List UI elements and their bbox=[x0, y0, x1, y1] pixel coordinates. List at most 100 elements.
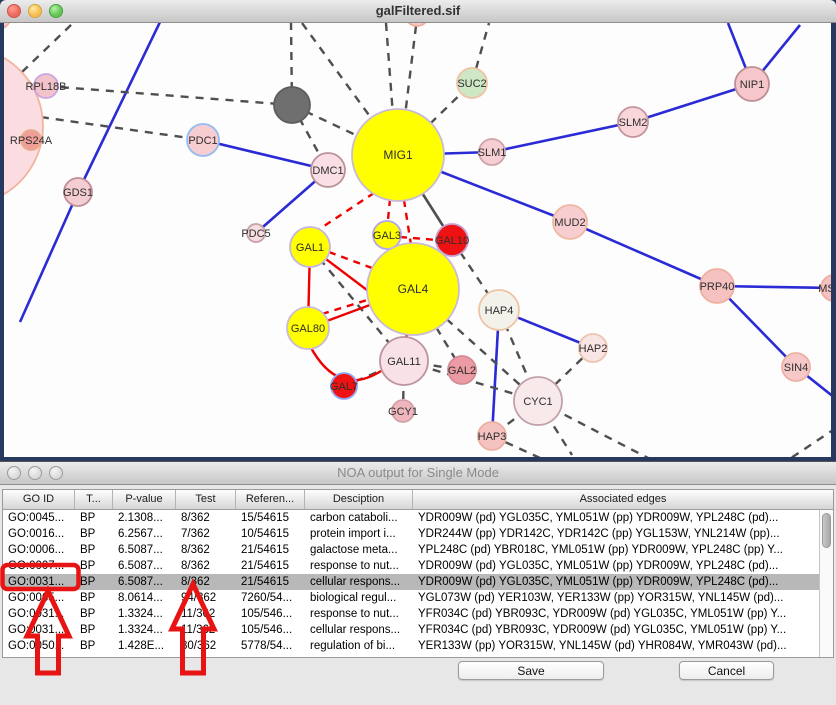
column-header[interactable]: P-value bbox=[113, 490, 176, 509]
node-SUC2[interactable] bbox=[456, 67, 488, 99]
table-row[interactable]: GO:0050... BP 1.428E... 80/362 5778/54... reg… bbox=[3, 638, 833, 654]
node-HAP3[interactable] bbox=[477, 421, 507, 451]
node-MIG1[interactable] bbox=[351, 108, 445, 202]
edge bbox=[716, 284, 831, 290]
table-body: GO:0045... BP 2.1308... 8/362 15/54615 carbon… bbox=[3, 510, 833, 654]
table-cell: GO:0045... bbox=[8, 512, 65, 524]
edge bbox=[21, 23, 73, 73]
table-cell: 11/362 bbox=[181, 608, 216, 620]
table-cell: YDR009W (pd) YGL035C, YML051W (pp) YDR00… bbox=[418, 576, 779, 588]
node-top-node[interactable] bbox=[405, 2, 429, 27]
column-header[interactable]: Associated edges bbox=[579, 493, 667, 505]
save-button[interactable]: Save bbox=[458, 661, 604, 680]
zoom-icon[interactable] bbox=[49, 466, 63, 480]
window-title: NOA output for Single Mode bbox=[337, 465, 499, 480]
node-RPS24A[interactable] bbox=[20, 129, 42, 151]
node-GAL11[interactable] bbox=[379, 336, 429, 386]
table-row[interactable]: GO:0031... BP 1.3324... 11/362 105/546... res… bbox=[3, 606, 833, 622]
table-cell: 7/362 bbox=[181, 528, 210, 540]
network-titlebar[interactable]: galFiltered.sif bbox=[0, 0, 836, 23]
table-cell: 105/546... bbox=[241, 608, 293, 620]
node-PDC1[interactable] bbox=[186, 123, 220, 157]
node-GCY1[interactable] bbox=[391, 399, 415, 423]
node-RPL18B[interactable] bbox=[33, 73, 59, 99]
node-CYC1[interactable] bbox=[513, 376, 563, 426]
node-MUD2[interactable] bbox=[552, 204, 588, 240]
network-window: galFiltered.sif RPL18B RPS24A GDS1 PDC1 PDC5… bbox=[0, 0, 836, 461]
node-SIN4[interactable] bbox=[781, 352, 811, 382]
column-header[interactable]: T... bbox=[75, 490, 113, 509]
table-cell: YER133W (pp) YOR315W, YNL145W (pd) YHR08… bbox=[418, 640, 787, 652]
table-cell: GO:0050... bbox=[8, 640, 65, 652]
table-cell: YPL248C (pd) YBR018C, YML051W (pp) YDR00… bbox=[418, 544, 784, 556]
edge bbox=[790, 429, 831, 457]
node-DMC1[interactable] bbox=[310, 152, 346, 188]
table-cell: 6.5087... bbox=[118, 560, 163, 572]
table-cell: BP bbox=[80, 640, 96, 652]
node-GAL80[interactable] bbox=[286, 306, 330, 350]
node-HAP2[interactable] bbox=[578, 333, 608, 363]
node-corner-node[interactable] bbox=[0, 3, 11, 29]
table-cell: response to nut... bbox=[310, 608, 399, 620]
table-cell: BP bbox=[80, 576, 96, 588]
table-cell: GO:0031... bbox=[8, 608, 65, 620]
edge bbox=[412, 288, 539, 402]
table-row[interactable]: GO:0016... BP 6.2567... 7/362 10/54615 protei… bbox=[3, 526, 833, 542]
table-cell: 5778/54... bbox=[241, 640, 293, 652]
node-dark-node[interactable] bbox=[273, 86, 311, 124]
node-PRP40[interactable] bbox=[699, 268, 735, 304]
node-SLM1[interactable] bbox=[478, 138, 506, 166]
table-row[interactable]: GO:0031... BP 1.3324... 11/362 105/546... cel… bbox=[3, 622, 833, 638]
node-GAL4[interactable] bbox=[366, 242, 460, 336]
cancel-button[interactable]: Cancel bbox=[679, 661, 774, 680]
column-header[interactable]: Desciption bbox=[305, 490, 413, 509]
table-cell: BP bbox=[80, 560, 96, 572]
vertical-scrollbar[interactable] bbox=[819, 510, 833, 657]
noa-titlebar[interactable]: NOA output for Single Mode bbox=[0, 462, 836, 485]
node-big-left-node[interactable] bbox=[0, 47, 44, 205]
table-cell: YDR009W (pd) YGL035C, YML051W (pp) YDR00… bbox=[418, 560, 779, 572]
minimize-icon[interactable] bbox=[28, 466, 42, 480]
edge bbox=[45, 84, 293, 107]
table-cell: 105/546... bbox=[241, 624, 293, 636]
table-cell: YGL073W (pd) YER103W, YER133W (pp) YOR31… bbox=[418, 592, 784, 604]
table-cell: GO:0065... bbox=[8, 592, 65, 604]
table-cell: cellular respons... bbox=[310, 624, 401, 636]
node-HAP4[interactable] bbox=[478, 289, 520, 331]
table-cell: protein import i... bbox=[310, 528, 396, 540]
table-cell: 21/54615 bbox=[241, 576, 289, 588]
table-row[interactable]: GO:0031... BP 6.5087... 8/362 21/54615 cellul… bbox=[3, 574, 833, 590]
node-GAL10[interactable] bbox=[435, 223, 469, 257]
table-cell: GO:0031... bbox=[8, 624, 65, 636]
node-MSI[interactable] bbox=[820, 274, 836, 302]
close-icon[interactable] bbox=[7, 466, 21, 480]
table-cell: YDR009W (pd) YGL035C, YML051W (pp) YDR00… bbox=[418, 512, 779, 524]
column-header[interactable]: Test bbox=[176, 490, 236, 509]
node-NIP1[interactable] bbox=[734, 66, 770, 102]
close-icon[interactable] bbox=[7, 4, 21, 18]
table-row[interactable]: GO:0045... BP 2.1308... 8/362 15/54615 carbon… bbox=[3, 510, 833, 526]
table-cell: 6.5087... bbox=[118, 576, 163, 588]
table-row[interactable]: GO:0065... BP 8.0614... 94/362 7260/54... bio… bbox=[3, 590, 833, 606]
network-canvas[interactable] bbox=[4, 23, 831, 457]
node-GDS1[interactable] bbox=[63, 177, 93, 207]
table-cell: 1.3324... bbox=[118, 608, 163, 620]
node-GAL3[interactable] bbox=[372, 220, 402, 250]
scrollbar-thumb[interactable] bbox=[822, 513, 831, 548]
table-row[interactable]: GO:0006... BP 6.5087... 8/362 21/54615 galact… bbox=[3, 542, 833, 558]
noa-window: NOA output for Single Mode GO ID T... P-va… bbox=[0, 461, 836, 705]
node-SLM2[interactable] bbox=[617, 106, 649, 138]
node-GAL7[interactable] bbox=[330, 372, 358, 400]
table-row[interactable]: GO:0007... BP 6.5087... 8/362 21/54615 respon… bbox=[3, 558, 833, 574]
node-PDC5[interactable] bbox=[246, 223, 266, 243]
zoom-icon[interactable] bbox=[49, 4, 63, 18]
minimize-icon[interactable] bbox=[28, 4, 42, 18]
node-GAL1[interactable] bbox=[289, 226, 331, 268]
table-cell: 80/362 bbox=[181, 640, 217, 652]
column-header[interactable]: Referen... bbox=[236, 490, 305, 509]
table-header[interactable]: GO ID T... P-value Test Referen... Desciption… bbox=[3, 490, 833, 510]
table-cell: cellular respons... bbox=[310, 576, 401, 588]
column-header[interactable]: GO ID bbox=[3, 490, 75, 509]
node-GAL2[interactable] bbox=[447, 355, 477, 385]
table-cell: 6.5087... bbox=[118, 544, 163, 556]
